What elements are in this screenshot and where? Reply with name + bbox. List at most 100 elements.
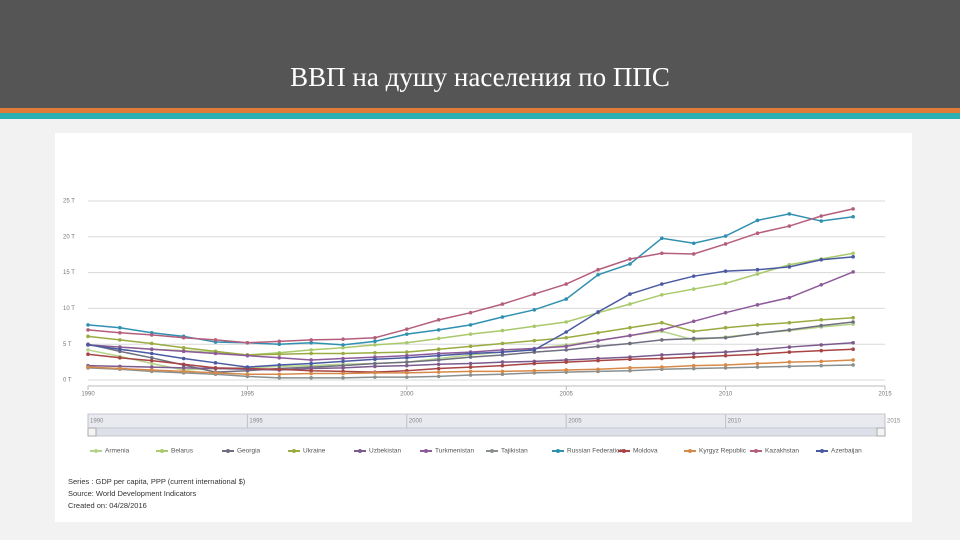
legend-label: Ukraine — [303, 448, 326, 455]
point — [723, 310, 728, 315]
point — [723, 281, 728, 286]
point — [118, 330, 122, 335]
point — [341, 343, 345, 347]
point — [373, 364, 377, 369]
point — [245, 365, 250, 369]
point — [373, 357, 377, 362]
point — [532, 308, 537, 312]
y-tick-label: 0 T — [63, 378, 72, 384]
point — [436, 374, 441, 379]
point — [564, 368, 568, 372]
point — [245, 353, 250, 358]
navigator — [87, 413, 886, 437]
point — [723, 366, 728, 370]
point — [405, 350, 409, 354]
point — [532, 338, 537, 343]
point — [500, 302, 505, 306]
point — [851, 340, 855, 345]
legend-label: Turkmenistan — [435, 448, 475, 455]
point — [277, 342, 282, 347]
point — [405, 375, 409, 379]
point — [660, 353, 664, 357]
point — [723, 242, 728, 246]
point — [787, 224, 792, 228]
point — [468, 310, 473, 315]
point — [723, 353, 728, 358]
y-tick-label: 15 T — [63, 270, 75, 276]
scroll-right[interactable] — [876, 427, 886, 437]
point — [213, 338, 218, 342]
point — [628, 292, 632, 296]
point — [819, 282, 824, 287]
legend-label: Uzbekistan — [369, 448, 402, 455]
point — [755, 331, 760, 336]
point — [660, 320, 664, 325]
point — [86, 352, 90, 357]
y-tick-label: 25 T — [63, 199, 75, 205]
point — [564, 282, 568, 286]
teal-stripe — [0, 113, 960, 119]
point — [755, 323, 760, 327]
point — [851, 207, 855, 211]
point — [596, 358, 600, 363]
point — [86, 334, 90, 339]
point — [596, 272, 600, 277]
point — [755, 267, 760, 272]
point — [181, 362, 186, 367]
point — [86, 343, 90, 347]
point — [628, 368, 632, 373]
point — [341, 351, 345, 356]
point — [660, 292, 664, 297]
point — [309, 348, 313, 352]
legend-label: Kyrgyz Republic — [699, 448, 747, 455]
point — [181, 349, 186, 354]
point — [149, 341, 154, 346]
point — [787, 265, 792, 269]
navigator-tick-label: 2005 — [568, 419, 582, 425]
y-tick-label: 5 T — [63, 342, 72, 348]
point — [468, 355, 473, 359]
header-bar — [0, 0, 960, 108]
point — [628, 325, 632, 330]
point — [660, 282, 664, 286]
point — [851, 363, 855, 367]
point — [851, 255, 855, 259]
point — [341, 376, 345, 380]
point — [277, 372, 282, 377]
point — [500, 315, 505, 319]
navigator-scroll[interactable] — [87, 427, 886, 437]
point — [819, 359, 824, 364]
point — [405, 363, 409, 368]
point — [851, 270, 855, 274]
point — [851, 347, 855, 352]
point — [436, 358, 441, 362]
legend-label: Armenia — [105, 448, 130, 455]
point — [596, 267, 600, 272]
point — [819, 219, 824, 223]
point — [149, 365, 154, 369]
point — [564, 344, 568, 349]
point — [851, 358, 855, 362]
point — [341, 366, 345, 370]
point — [500, 360, 505, 364]
point — [500, 341, 505, 346]
point — [181, 366, 186, 370]
point — [500, 372, 505, 377]
point — [436, 366, 441, 371]
scroll-left[interactable] — [87, 427, 97, 437]
legend-marker — [754, 449, 758, 453]
legend-marker — [424, 449, 428, 453]
point — [723, 269, 728, 273]
point — [468, 365, 473, 369]
point — [373, 350, 377, 355]
point — [181, 369, 186, 374]
point — [468, 344, 473, 349]
point — [596, 367, 600, 372]
point — [181, 335, 186, 340]
point — [341, 337, 345, 341]
point — [787, 320, 792, 325]
x-tick-label: 2000 — [400, 392, 414, 398]
point — [755, 361, 760, 366]
legend-marker — [556, 449, 560, 453]
point — [851, 320, 855, 324]
